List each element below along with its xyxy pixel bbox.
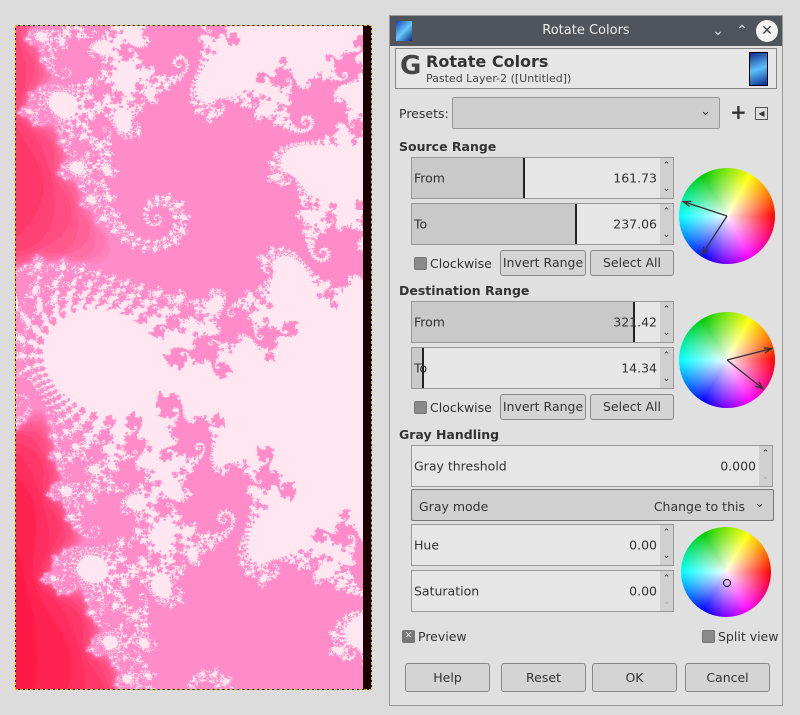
hue-arrow[interactable] bbox=[726, 359, 764, 390]
source-to-value: 237.06 bbox=[613, 216, 657, 232]
destination-from-value: 321.42 bbox=[613, 314, 657, 330]
gray-color-wheel[interactable] bbox=[681, 527, 771, 617]
minimize-icon[interactable]: ⌄ bbox=[712, 23, 724, 39]
reset-button[interactable]: Reset bbox=[501, 663, 586, 692]
destination-color-wheel[interactable] bbox=[679, 312, 775, 408]
slider-fill bbox=[412, 158, 526, 198]
source-from-spinscale[interactable]: From 161.73 ⌃ ⌄ bbox=[411, 157, 674, 199]
source-range-heading: Source Range bbox=[399, 139, 497, 154]
hue-label: Hue bbox=[414, 537, 440, 553]
saturation-label: Saturation bbox=[414, 583, 480, 599]
preview-checkbox[interactable]: ✕ bbox=[402, 630, 415, 643]
hue-arrow[interactable] bbox=[726, 347, 772, 361]
decrement-icon[interactable]: ⌄ bbox=[662, 230, 671, 240]
decrement-icon[interactable]: ⌄ bbox=[662, 597, 671, 607]
add-preset-icon[interactable]: + bbox=[730, 100, 747, 124]
ok-button[interactable]: OK bbox=[592, 663, 677, 692]
destination-clockwise-checkbox[interactable] bbox=[414, 401, 427, 414]
arrow-head bbox=[755, 381, 765, 390]
increment-icon[interactable]: ⌃ bbox=[662, 574, 671, 584]
decrement-icon[interactable]: ⌄ bbox=[662, 374, 671, 384]
increment-icon[interactable]: ⌃ bbox=[662, 207, 671, 217]
gray-mode-dropdown[interactable]: Gray mode Change to this ⌄ bbox=[411, 489, 774, 521]
hue-arrow[interactable] bbox=[683, 200, 728, 217]
increment-icon[interactable]: ⌃ bbox=[662, 351, 671, 361]
header-subtitle: Pasted Layer-2 ([Untitled]) bbox=[426, 72, 572, 85]
source-to-label: To bbox=[414, 216, 428, 232]
presets-dropdown[interactable]: ⌄ bbox=[452, 97, 720, 129]
source-range-arrows[interactable] bbox=[679, 168, 775, 264]
title-bar[interactable]: Rotate Colors ⌄ ⌃ ✕ bbox=[390, 16, 782, 46]
increment-icon[interactable]: ⌃ bbox=[662, 528, 671, 538]
maximize-icon[interactable]: ⌃ bbox=[736, 23, 748, 39]
slider-fill bbox=[412, 302, 636, 342]
gray-threshold-value: 0.000 bbox=[720, 458, 756, 474]
destination-from-label: From bbox=[414, 314, 445, 330]
decrement-icon[interactable]: ⌄ bbox=[662, 328, 671, 338]
source-color-wheel[interactable] bbox=[679, 168, 775, 264]
destination-to-label: To bbox=[414, 360, 428, 376]
help-button[interactable]: Help bbox=[405, 663, 490, 692]
gray-mode-label: Gray mode bbox=[419, 499, 489, 514]
source-from-label: From bbox=[414, 170, 445, 186]
preview-label: Preview bbox=[418, 629, 467, 644]
cancel-button[interactable]: Cancel bbox=[685, 663, 770, 692]
image-canvas[interactable] bbox=[15, 25, 372, 690]
arrow-head bbox=[763, 347, 774, 354]
destination-range-heading: Destination Range bbox=[399, 283, 530, 298]
presets-label: Presets: bbox=[399, 106, 449, 121]
source-select-all-button[interactable]: Select All bbox=[590, 250, 674, 276]
arrow-head bbox=[700, 246, 709, 257]
source-clockwise-checkbox[interactable] bbox=[414, 257, 427, 270]
gray-threshold-spinscale[interactable]: Gray threshold 0.000 ⌃ ⌄ bbox=[411, 445, 773, 487]
hue-value: 0.00 bbox=[629, 537, 657, 553]
hue-saturation-marker[interactable] bbox=[723, 579, 731, 587]
dialog-header: G Rotate Colors Pasted Layer-2 ([Untitle… bbox=[395, 48, 777, 89]
increment-icon[interactable]: ⌃ bbox=[662, 305, 671, 315]
destination-range-arrows[interactable] bbox=[679, 312, 775, 408]
source-from-value: 161.73 bbox=[613, 170, 657, 186]
gray-threshold-label: Gray threshold bbox=[414, 458, 507, 474]
header-title: Rotate Colors bbox=[426, 52, 549, 71]
rotate-colors-dialog: Rotate Colors ⌄ ⌃ ✕ G Rotate Colors Past… bbox=[389, 15, 783, 706]
chevron-down-icon: ⌄ bbox=[754, 496, 765, 511]
increment-icon[interactable]: ⌃ bbox=[761, 449, 770, 459]
split-view-label: Split view bbox=[718, 629, 779, 644]
source-to-spinscale[interactable]: To 237.06 ⌃ ⌄ bbox=[411, 203, 674, 245]
source-invert-range-button[interactable]: Invert Range bbox=[500, 250, 586, 276]
slider-fill bbox=[412, 348, 424, 388]
arrow-head bbox=[681, 200, 692, 208]
decrement-icon[interactable]: ⌄ bbox=[662, 551, 671, 561]
destination-from-spinscale[interactable]: From 321.42 ⌃ ⌄ bbox=[411, 301, 674, 343]
close-icon[interactable]: ✕ bbox=[756, 20, 778, 42]
destination-to-value: 14.34 bbox=[621, 360, 657, 376]
gray-mode-value: Change to this bbox=[653, 499, 745, 514]
fractal-image bbox=[16, 26, 363, 689]
destination-invert-range-button[interactable]: Invert Range bbox=[500, 394, 586, 420]
hue-spinscale[interactable]: Hue 0.00 ⌃ ⌄ bbox=[411, 524, 674, 566]
preset-menu-icon[interactable]: ◀ bbox=[755, 107, 768, 120]
chevron-down-icon: ⌄ bbox=[700, 104, 711, 119]
gegl-logo-icon: G bbox=[400, 51, 422, 81]
split-view-checkbox[interactable] bbox=[702, 630, 715, 643]
decrement-icon[interactable]: ⌄ bbox=[761, 472, 770, 482]
destination-to-spinscale[interactable]: To 14.34 ⌃ ⌄ bbox=[411, 347, 674, 389]
destination-select-all-button[interactable]: Select All bbox=[590, 394, 674, 420]
hue-arrow[interactable] bbox=[701, 215, 728, 255]
source-clockwise-label: Clockwise bbox=[430, 256, 492, 271]
decrement-icon[interactable]: ⌄ bbox=[662, 184, 671, 194]
increment-icon[interactable]: ⌃ bbox=[662, 161, 671, 171]
slider-fill bbox=[412, 204, 578, 244]
saturation-spinscale[interactable]: Saturation 0.00 ⌃ ⌄ bbox=[411, 570, 674, 612]
layer-thumbnail bbox=[749, 52, 768, 86]
app-icon bbox=[396, 21, 412, 41]
saturation-value: 0.00 bbox=[629, 583, 657, 599]
gray-handling-heading: Gray Handling bbox=[399, 427, 500, 442]
destination-clockwise-label: Clockwise bbox=[430, 400, 492, 415]
window-title: Rotate Colors bbox=[542, 23, 630, 38]
